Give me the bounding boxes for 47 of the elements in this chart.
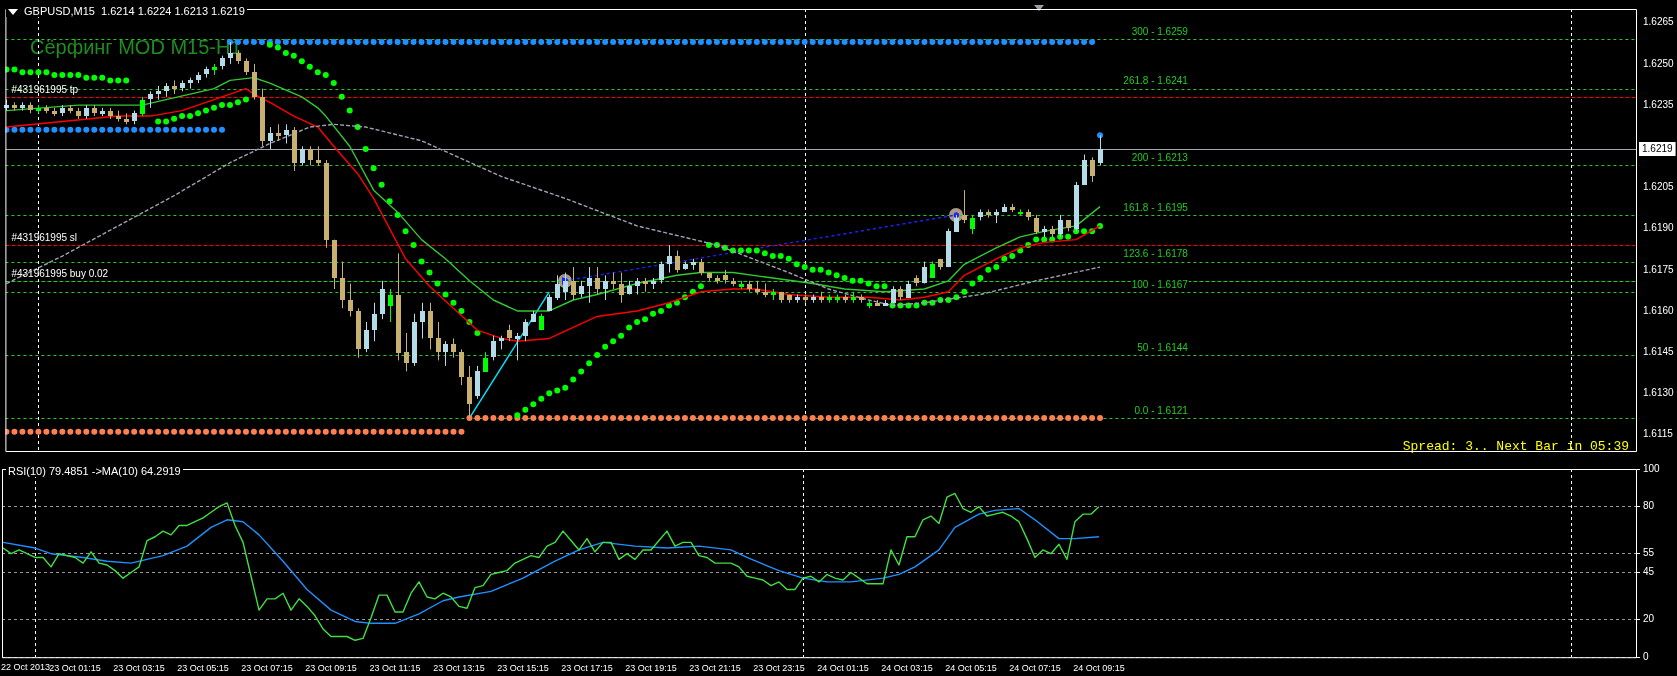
y-tick-label: 1.6235 [1643, 98, 1675, 110]
y-tick-label: 100 [1643, 462, 1661, 474]
y-tick-label: 1.6160 [1643, 304, 1675, 316]
y-tick-label: 1.6265 [1643, 16, 1675, 28]
x-tick-label: 23 Oct 19:15 [625, 663, 677, 674]
x-tick-label: 24 Oct 09:15 [1073, 663, 1125, 674]
y-tick-label: 1.6250 [1643, 57, 1675, 69]
x-tick-label: 23 Oct 17:15 [561, 663, 613, 674]
annotation: 300 - 1.6259 [1131, 25, 1189, 37]
y-tick-label: 20 [1643, 613, 1655, 625]
ref-line-label: #431961995 sl [11, 231, 78, 243]
chart-title: RSI(10) 79.4851 ->MA(10) 64.2919 [8, 465, 181, 477]
y-tick-label: 1.6205 [1643, 181, 1675, 193]
x-tick-label: 24 Oct 05:15 [945, 663, 997, 674]
ref-line-label: 1.6219 [1642, 142, 1674, 154]
x-tick-label: 23 Oct 11:15 [369, 663, 421, 674]
x-tick-label: 24 Oct 07:15 [1009, 663, 1061, 674]
annotation: Spread: 3.. Next Bar in 05:39 [1402, 439, 1629, 454]
x-tick-label: 23 Oct 09:15 [305, 663, 357, 674]
annotation: 200 - 1.6213 [1131, 152, 1189, 164]
annotation: 50 - 1.6144 [1137, 341, 1189, 353]
x-tick-label: 23 Oct 05:15 [177, 663, 229, 674]
y-tick-label: 45 [1643, 566, 1655, 578]
chart-title: GBPUSD,M15 1.6214 1.6224 1.6213 1.6219 [24, 5, 245, 17]
annotation: 100 - 1.6167 [1131, 278, 1189, 290]
x-tick-label: 24 Oct 03:15 [881, 663, 933, 674]
x-tick-label: 23 Oct 07:15 [241, 663, 293, 674]
x-tick-label: 23 Oct 23:15 [753, 663, 805, 674]
x-tick-label: 23 Oct 01:15 [49, 663, 101, 674]
annotation: 261.8 - 1.6241 [1123, 75, 1189, 87]
x-tick-label: 24 Oct 01:15 [817, 663, 869, 674]
y-tick-label: 1.6145 [1643, 345, 1675, 357]
y-tick-label: 1.6130 [1643, 387, 1675, 399]
x-tick-label: 23 Oct 13:15 [433, 663, 485, 674]
annotation: 161.8 - 1.6195 [1123, 201, 1189, 213]
x-tick-label: 23 Oct 03:15 [113, 663, 165, 674]
annotation: 123.6 - 1.6178 [1123, 248, 1189, 260]
x-tick-label: 23 Oct 21:15 [689, 663, 741, 674]
annotation: 0.0 - 1.6121 [1134, 404, 1189, 416]
ref-line-label: #431961995 tp [11, 83, 79, 95]
y-tick-label: 1.6115 [1643, 428, 1674, 440]
x-tick-label: 23 Oct 15:15 [497, 663, 549, 674]
y-tick-label: 80 [1643, 500, 1655, 512]
y-tick-label: 0 [1643, 650, 1649, 662]
y-tick-label: 1.6190 [1643, 222, 1675, 234]
y-tick-label: 1.6175 [1643, 263, 1675, 275]
y-tick-label: 55 [1643, 547, 1655, 559]
